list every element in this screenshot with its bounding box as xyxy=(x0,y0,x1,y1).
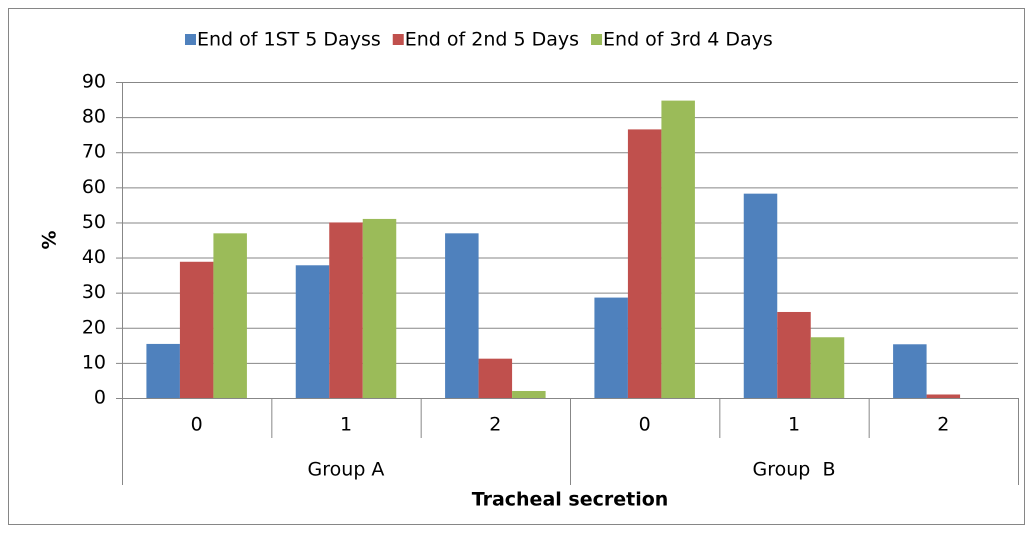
y-tick-label: 30 xyxy=(82,281,106,303)
bar xyxy=(743,193,778,398)
y-tick-label: 70 xyxy=(82,141,106,163)
legend-label: End of 2nd 5 Days xyxy=(405,29,579,51)
legend-swatch xyxy=(392,34,404,45)
y-tick-label: 40 xyxy=(82,246,106,268)
x-axis-title: Tracheal secretion xyxy=(472,489,669,511)
bar xyxy=(661,100,695,398)
y-tick-label: 20 xyxy=(82,316,106,338)
x-tick-label: 1 xyxy=(340,414,352,436)
x-tick-label: 2 xyxy=(489,414,501,436)
x-tick-label: 0 xyxy=(639,414,651,436)
bar xyxy=(893,344,927,398)
x-tick-label: 1 xyxy=(788,414,800,436)
bar xyxy=(213,233,247,398)
bar xyxy=(179,261,214,398)
y-tick-label: 0 xyxy=(94,387,106,409)
bar xyxy=(627,129,662,398)
bar xyxy=(926,394,961,398)
bar xyxy=(594,297,628,398)
group-label: Group B xyxy=(753,459,836,481)
y-axis-title: % xyxy=(39,230,61,249)
x-tick-label: 2 xyxy=(937,414,949,436)
legend-swatch xyxy=(591,34,603,45)
y-tick-label: 90 xyxy=(82,71,106,93)
legend-label: End of 1ST 5 Dayss xyxy=(197,29,381,51)
bar xyxy=(329,222,363,398)
y-tick-label: 10 xyxy=(82,351,106,373)
y-tick-label: 50 xyxy=(82,211,106,233)
bar xyxy=(810,337,845,398)
bar xyxy=(295,265,330,398)
bar xyxy=(445,233,479,398)
legend-label: End of 3rd 4 Days xyxy=(603,29,773,51)
bar xyxy=(777,311,811,398)
bar xyxy=(362,218,397,398)
bar xyxy=(478,358,513,398)
group-label: Group A xyxy=(308,459,385,481)
legend-swatch xyxy=(185,34,196,45)
y-tick-label: 80 xyxy=(82,106,106,128)
bar xyxy=(146,343,180,398)
y-tick-label: 60 xyxy=(82,176,106,198)
chart-frame xyxy=(8,8,1025,525)
bar xyxy=(512,390,546,398)
x-tick-label: 0 xyxy=(191,414,203,436)
